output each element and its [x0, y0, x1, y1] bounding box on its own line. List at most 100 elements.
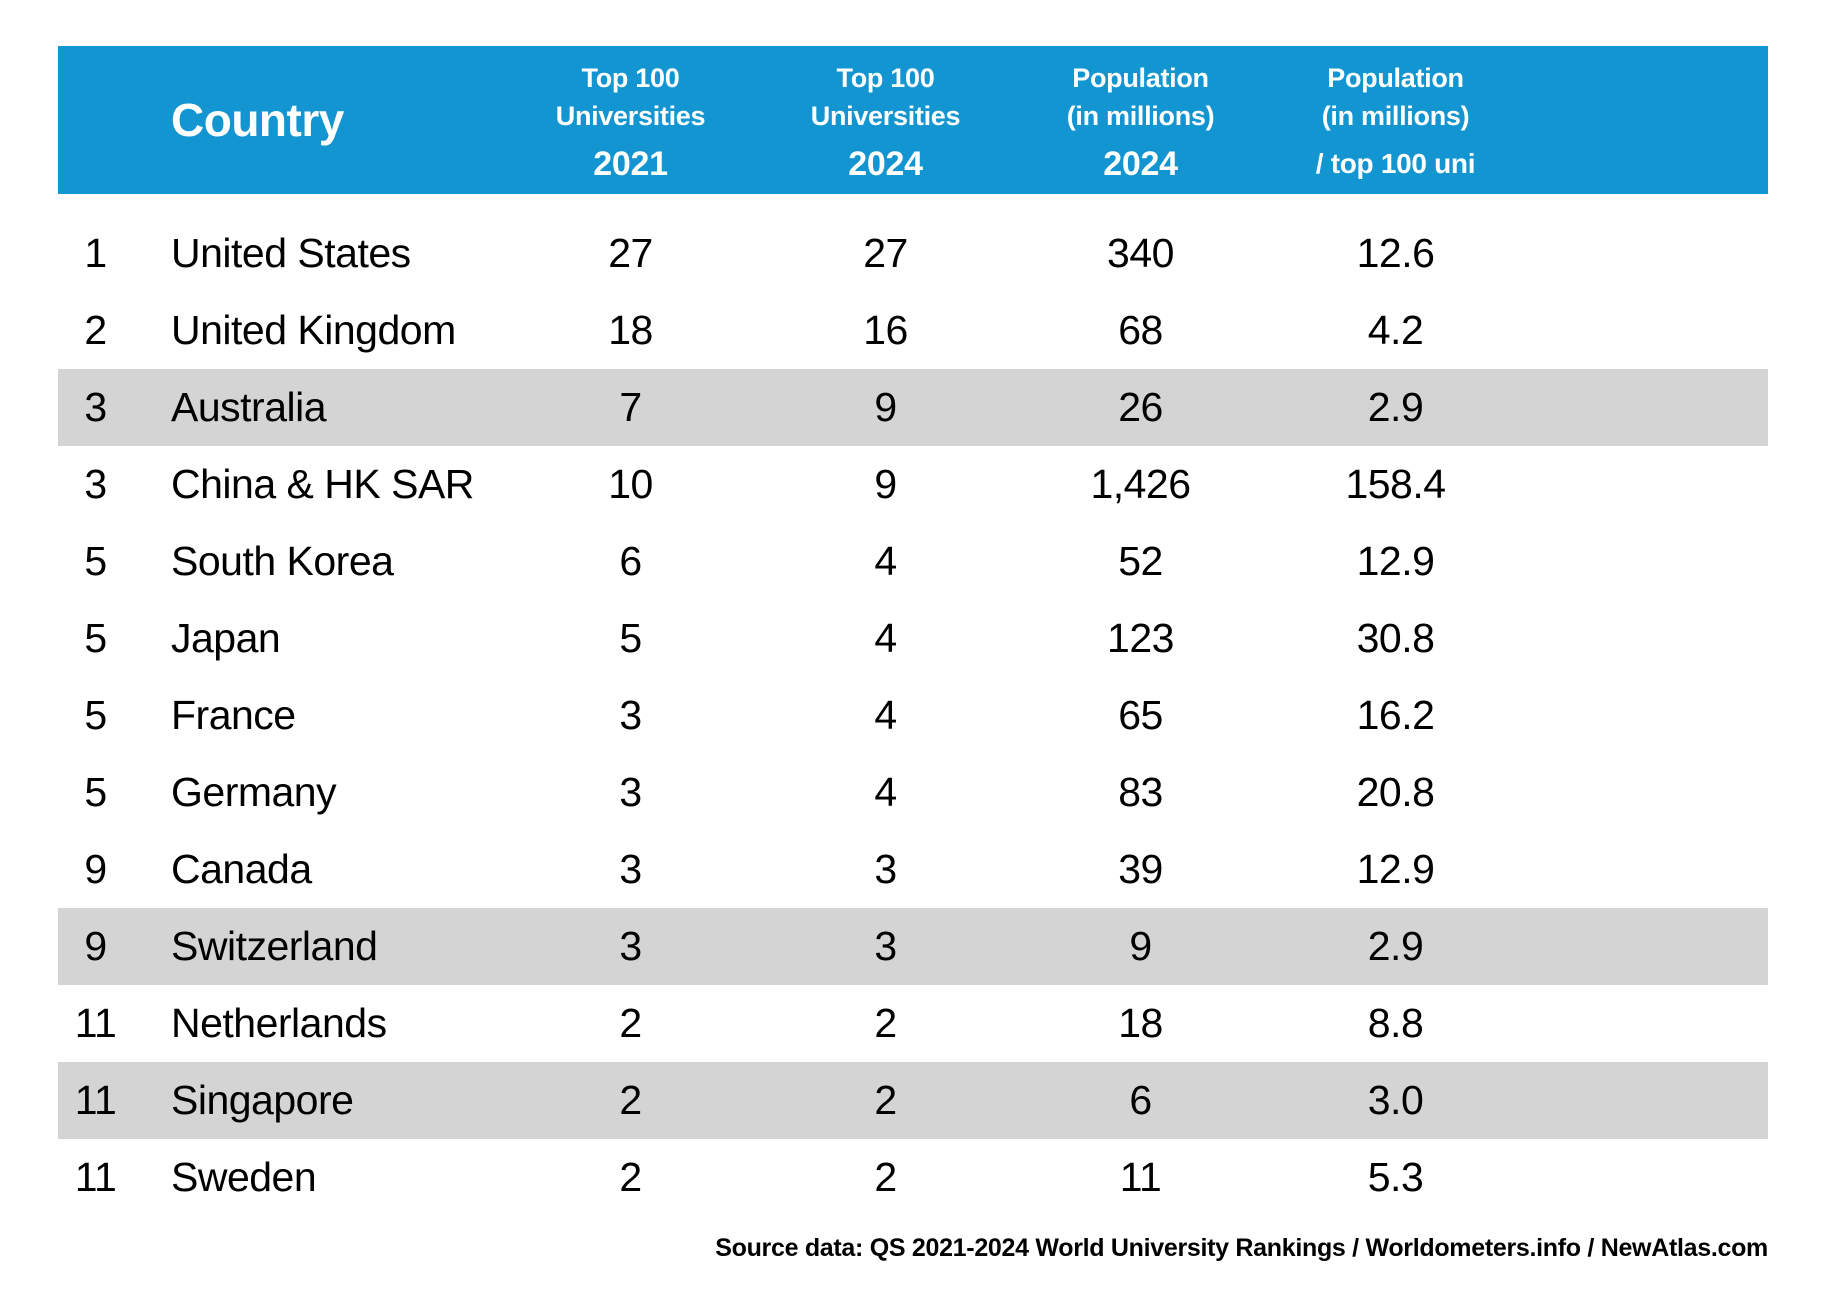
uni-2024-cell: 2: [874, 1000, 897, 1046]
pop-2024-cell: 52: [1118, 538, 1163, 584]
pop-per-uni-cell: 5.3: [1367, 1154, 1424, 1200]
table-row: 3 China & HK SAR 10 9 1,426 158.4: [58, 446, 1768, 523]
header-line: Universities: [555, 100, 706, 131]
pop-per-uni-cell: 20.8: [1356, 769, 1435, 815]
header-population-per-uni-cell: Population (in millions) / top 100 uni: [1268, 46, 1523, 194]
pop-per-uni-cell: 12.6: [1356, 230, 1435, 276]
rank-cell: 11: [74, 1154, 117, 1200]
uni-2021-cell: 7: [619, 384, 642, 430]
header-rank-cell: [58, 46, 133, 194]
pop-2024-cell: 39: [1118, 846, 1163, 892]
pop-per-uni-cell: 30.8: [1356, 615, 1435, 661]
pop-2024-cell: 123: [1107, 615, 1174, 661]
rank-cell: 5: [84, 538, 107, 584]
table-row: 2 United Kingdom 18 16 68 4.2: [58, 292, 1768, 369]
pop-2024-cell: 65: [1118, 692, 1163, 738]
uni-2021-cell: 6: [619, 538, 642, 584]
uni-2021-cell: 3: [619, 692, 642, 738]
pop-2024-cell: 26: [1118, 384, 1163, 430]
uni-2021-cell: 27: [608, 230, 653, 276]
uni-2024-cell: 2: [874, 1077, 897, 1123]
table-row: 11 Singapore 2 2 6 3.0: [58, 1062, 1768, 1139]
rank-cell: 2: [84, 307, 107, 353]
pop-per-uni-cell: 12.9: [1356, 846, 1435, 892]
pop-2024-cell: 6: [1129, 1077, 1152, 1123]
uni-2024-cell: 27: [863, 230, 908, 276]
uni-2021-cell: 3: [619, 923, 642, 969]
header-uni-2024-cell: Top 100 Universities 2024: [758, 46, 1013, 194]
uni-2021-cell: 2: [619, 1154, 642, 1200]
header-country-label: Country: [171, 94, 344, 146]
uni-2021-cell: 2: [619, 1077, 642, 1123]
country-cell: Switzerland: [171, 923, 378, 969]
uni-2024-cell: 4: [874, 615, 897, 661]
pop-2024-cell: 340: [1107, 230, 1174, 276]
country-cell: United States: [171, 230, 411, 276]
pop-per-uni-cell: 2.9: [1367, 384, 1424, 430]
pop-per-uni-cell: 8.8: [1367, 1000, 1424, 1046]
table-row: 3 Australia 7 9 26 2.9: [58, 369, 1768, 446]
country-cell: Canada: [171, 846, 312, 892]
rank-cell: 11: [74, 1077, 117, 1123]
uni-2024-cell: 9: [874, 384, 897, 430]
table-row: 9 Canada 3 3 39 12.9: [58, 831, 1768, 908]
header-line: Population: [1327, 62, 1464, 93]
table-header-row: Country Top 100 Universities 2021 Top 10…: [58, 46, 1768, 194]
country-cell: Netherlands: [171, 1000, 387, 1046]
header-country-cell: Country: [133, 46, 503, 194]
rank-cell: 3: [84, 461, 107, 507]
table-body: 1 United States 27 27 340 12.6 2 United …: [58, 215, 1768, 1216]
table-row: 5 South Korea 6 4 52 12.9: [58, 523, 1768, 600]
pop-2024-cell: 9: [1129, 923, 1152, 969]
header-line: Top 100: [836, 62, 935, 93]
uni-2021-cell: 3: [619, 769, 642, 815]
rank-cell: 5: [84, 769, 107, 815]
uni-2021-cell: 3: [619, 846, 642, 892]
rank-cell: 3: [84, 384, 107, 430]
uni-2021-cell: 5: [619, 615, 642, 661]
rank-cell: 11: [74, 1000, 117, 1046]
country-cell: Japan: [171, 615, 281, 661]
pop-per-uni-cell: 3.0: [1367, 1077, 1424, 1123]
rank-cell: 9: [84, 923, 107, 969]
pop-per-uni-cell: 12.9: [1356, 538, 1435, 584]
pop-per-uni-cell: 158.4: [1345, 461, 1446, 507]
rank-cell: 1: [84, 230, 107, 276]
uni-2024-cell: 3: [874, 923, 897, 969]
header-line: Top 100: [581, 62, 680, 93]
uni-2021-cell: 18: [608, 307, 653, 353]
header-line: (in millions): [1321, 100, 1470, 131]
pop-per-uni-cell: 4.2: [1367, 307, 1424, 353]
uni-2021-cell: 2: [619, 1000, 642, 1046]
header-year: 2024: [1103, 144, 1178, 183]
table-row: 9 Switzerland 3 3 9 2.9: [58, 908, 1768, 985]
table-row: 11 Sweden 2 2 11 5.3: [58, 1139, 1768, 1216]
header-line: Population: [1072, 62, 1209, 93]
source-note: Source data: QS 2021-2024 World Universi…: [715, 1234, 1768, 1262]
uni-2024-cell: 2: [874, 1154, 897, 1200]
country-cell: Singapore: [171, 1077, 354, 1123]
header-line: Universities: [810, 100, 961, 131]
country-cell: Australia: [171, 384, 327, 430]
header-uni-2021-cell: Top 100 Universities 2021: [503, 46, 758, 194]
pop-2024-cell: 68: [1118, 307, 1163, 353]
pop-2024-cell: 18: [1118, 1000, 1163, 1046]
header-unit: / top 100 uni: [1315, 147, 1476, 179]
pop-per-uni-cell: 2.9: [1367, 923, 1424, 969]
rankings-table: Country Top 100 Universities 2021 Top 10…: [58, 46, 1768, 1216]
pop-2024-cell: 11: [1119, 1154, 1162, 1200]
table-row: 11 Netherlands 2 2 18 8.8: [58, 985, 1768, 1062]
rank-cell: 5: [84, 692, 107, 738]
country-cell: South Korea: [171, 538, 394, 584]
header-line: (in millions): [1066, 100, 1215, 131]
header-year: 2021: [593, 144, 668, 183]
uni-2024-cell: 16: [863, 307, 908, 353]
country-cell: France: [171, 692, 296, 738]
country-cell: United Kingdom: [171, 307, 456, 353]
uni-2024-cell: 4: [874, 692, 897, 738]
uni-2024-cell: 3: [874, 846, 897, 892]
uni-2024-cell: 4: [874, 538, 897, 584]
country-cell: China & HK SAR: [171, 461, 474, 507]
uni-2024-cell: 9: [874, 461, 897, 507]
